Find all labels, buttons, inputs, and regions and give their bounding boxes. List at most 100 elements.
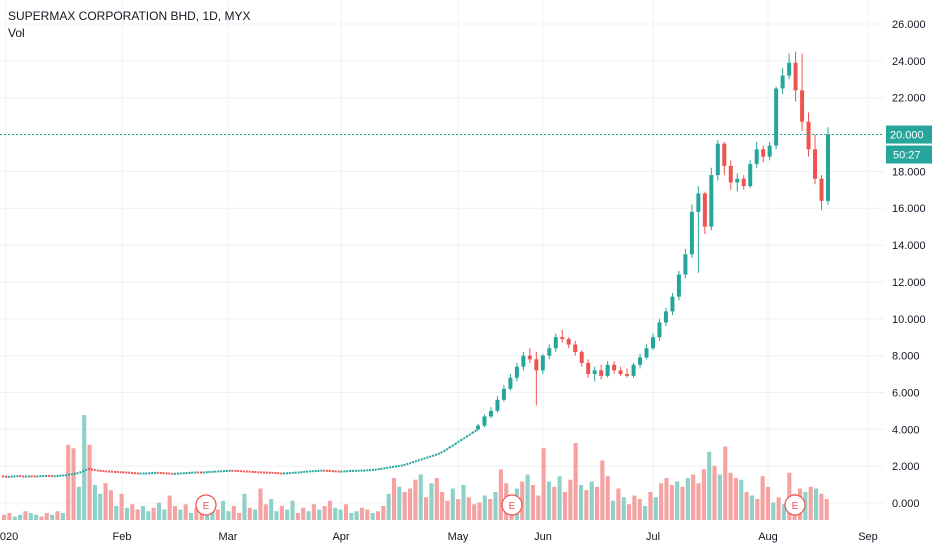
time-tick-label: Aug [758,531,778,543]
earnings-marker-circle [784,494,806,516]
candle-body [586,362,591,375]
ma-segment [426,455,433,459]
volume-bar [669,485,674,520]
ma-segment [397,464,404,468]
volume-bar [632,495,637,520]
volume-bar [536,495,541,520]
volume-bar [637,499,642,520]
price-axis[interactable]: 26.000 24.000 22.000 18.000 16.000 14.000 12.0… [892,19,926,510]
candle-body [599,370,604,376]
last-price-badge [886,125,932,144]
volume-bar [589,481,594,520]
candle-body [579,351,584,363]
candle-body [728,165,733,183]
volume-bar [461,485,466,520]
volume-bar [194,507,199,520]
ma-segment [391,465,398,469]
volume-bar [183,504,188,520]
symbol-title[interactable]: SUPERMAX CORPORATION BHD, 1D, MYX [8,9,251,23]
volume-bar [71,448,76,520]
volume-bar [824,499,829,520]
earnings-marker-circle [501,494,523,516]
volume-bar [397,486,402,520]
volume-bar [621,497,626,520]
ma-segment [443,446,450,453]
candle-body [787,62,792,76]
candle-body [514,366,519,378]
time-axis[interactable]: 2020 Feb Mar Apr May Jun Jul Aug Sep [0,531,878,543]
earnings-marker[interactable]: E [501,494,523,516]
volume-bar [456,499,461,520]
volume-indicator-label[interactable]: Vol [8,26,25,40]
volume-bar [407,488,413,520]
volume-bar [643,506,648,520]
earnings-marker-label: E [203,501,210,512]
ma-segment [460,435,468,442]
volume-bar [381,506,386,520]
candle-body [625,374,630,376]
volume-bar [199,511,204,520]
volume-bar [103,483,108,520]
candle-body [644,348,649,358]
volume-bar [781,504,787,520]
volume-bar [760,476,765,520]
candle-body [476,425,480,430]
volume-bar [2,514,7,520]
earnings-marker[interactable]: E [195,494,217,516]
ma-segment [431,453,439,457]
candle-body [676,274,681,297]
volume-bar [418,474,423,520]
volume-bar [124,507,130,520]
volume-bar [253,509,258,520]
ma-segment [93,468,100,472]
price-tick-label: 16.000 [892,203,926,215]
candle-body [553,337,558,349]
volume-bar [221,500,226,520]
candle-body [527,355,532,360]
volume-bar [188,513,194,520]
candle-body [605,364,610,376]
volume-bar [707,451,712,520]
candlesticks [476,51,830,432]
volume-bar [450,488,455,520]
volume-bar [247,507,252,520]
volume-bar [365,509,370,520]
volume-bar [333,507,338,520]
volume-bar [135,509,140,520]
volume-bar [765,486,771,520]
ma-segment [19,475,26,478]
candle-body [566,339,571,345]
earnings-marker[interactable]: E [784,494,806,516]
ma-segment [202,471,209,474]
candle-body [560,337,565,340]
candle-body [638,357,643,365]
volume-bar [466,497,471,520]
ma-segment [454,439,462,445]
time-tick-label: Feb [113,531,132,543]
volume-bar [717,474,722,520]
candle-body [767,145,772,157]
volume-bar [664,478,669,520]
candle-body [495,399,500,411]
ma-segment [437,450,445,456]
candle-body [683,254,688,275]
volume-bar [413,479,418,520]
volume-bar [562,492,568,520]
volume-bar [317,509,322,520]
volume-bar [87,444,92,520]
price-tick-label: 22.000 [892,93,926,105]
candle-body [735,178,740,183]
countdown-label: 50:27 [893,150,921,162]
ma-segment [1,475,8,478]
ma-segment [408,460,416,465]
volume-bar [151,507,156,520]
volume-bar [675,481,680,520]
volume-bar [488,499,493,520]
volume-bar [771,502,776,520]
candle-body [547,348,552,356]
volume-bar [445,500,450,520]
ma-segment [64,473,71,477]
